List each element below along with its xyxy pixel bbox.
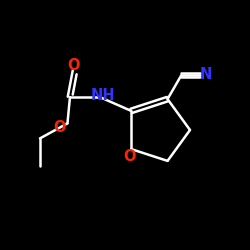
Text: O: O (68, 58, 80, 74)
Text: O: O (54, 120, 66, 135)
Text: N: N (199, 66, 212, 82)
Text: NH: NH (90, 88, 115, 104)
Text: O: O (124, 149, 136, 164)
